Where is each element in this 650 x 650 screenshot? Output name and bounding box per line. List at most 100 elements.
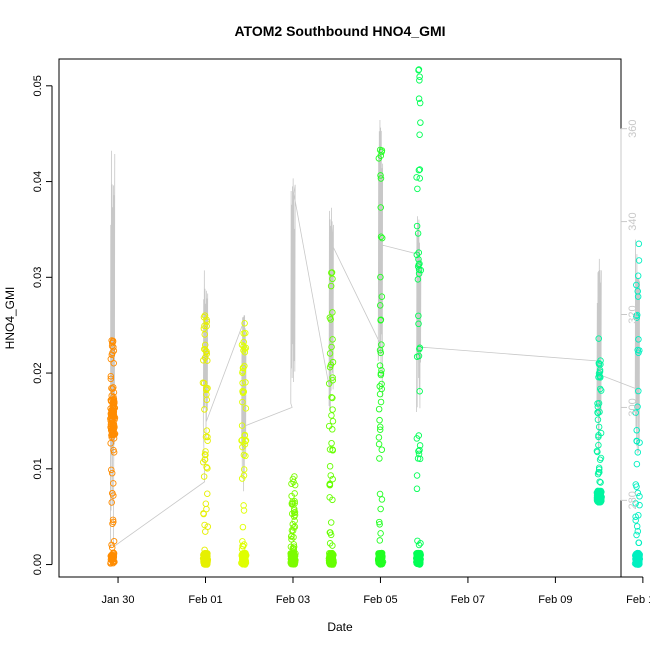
data-point — [239, 542, 246, 550]
data-point — [596, 408, 603, 416]
data-point — [327, 519, 335, 526]
data-point — [376, 383, 384, 390]
x-tick: Feb 07 — [451, 577, 485, 606]
y2-tick-label: 360 — [627, 120, 639, 138]
data-point — [290, 541, 298, 548]
data-point — [376, 346, 384, 354]
data-point — [378, 446, 386, 453]
y-tick-label: 0.05 — [32, 75, 44, 96]
data-point — [201, 406, 208, 413]
y-tick-label: 0.02 — [32, 362, 44, 383]
data-point — [376, 426, 384, 434]
data-point — [377, 233, 385, 241]
data-point — [204, 490, 211, 498]
data-point — [596, 366, 604, 374]
data-point — [376, 416, 383, 424]
data-point — [377, 505, 384, 513]
data-point — [595, 492, 603, 499]
data-point — [633, 437, 641, 445]
data-point — [240, 347, 247, 354]
data-point — [202, 500, 210, 507]
data-point — [377, 349, 385, 357]
data-point — [635, 539, 642, 546]
data-point — [594, 448, 601, 456]
data-point — [414, 276, 422, 283]
data-point — [415, 432, 423, 439]
data-point — [108, 469, 116, 477]
data-point — [375, 518, 383, 526]
x-axis-label: Date — [327, 620, 353, 634]
data-point — [377, 398, 385, 406]
data-point — [201, 312, 209, 319]
data-point — [632, 517, 639, 524]
data-point — [200, 556, 207, 564]
data-point — [377, 552, 384, 560]
data-point — [375, 434, 383, 441]
data-point — [110, 480, 117, 487]
data-point — [414, 185, 421, 193]
series — [107, 337, 119, 567]
data-point — [325, 380, 333, 387]
data-point — [636, 493, 643, 500]
data-point — [241, 348, 249, 356]
data-point — [327, 282, 335, 290]
data-point — [108, 432, 115, 439]
data-point — [290, 561, 297, 568]
data-point — [289, 475, 297, 483]
data-point — [326, 314, 334, 321]
data-point — [239, 538, 246, 545]
data-point — [596, 368, 604, 375]
data-point — [633, 460, 641, 468]
y-tick-label: 0.00 — [32, 554, 44, 575]
data-point — [634, 288, 641, 295]
data-point — [326, 363, 334, 371]
data-point — [632, 409, 639, 416]
data-point — [201, 322, 208, 330]
x-tick-label: Feb 09 — [538, 594, 572, 606]
x-tick-label: Feb 01 — [188, 594, 222, 606]
data-point — [328, 426, 336, 433]
data-point — [633, 558, 641, 566]
data-point — [239, 556, 246, 564]
data-point — [377, 175, 385, 182]
data-point — [415, 352, 423, 360]
data-point — [290, 551, 298, 559]
data-point — [329, 394, 336, 402]
data-point — [329, 561, 337, 568]
data-point — [240, 338, 247, 346]
data-point — [201, 521, 208, 529]
data-point — [376, 302, 384, 309]
data-point — [416, 345, 423, 353]
x-tick: Feb 01 — [188, 577, 223, 606]
data-point — [288, 480, 295, 487]
data-point — [199, 379, 207, 387]
data-point — [377, 273, 384, 281]
data-point — [240, 388, 247, 395]
data-point — [328, 393, 335, 401]
data-point — [325, 422, 333, 430]
data-point — [109, 556, 116, 564]
data-point — [202, 451, 209, 459]
data-point — [413, 174, 420, 181]
data-point — [109, 421, 117, 428]
data-point — [326, 529, 334, 536]
data-point — [636, 501, 643, 509]
data-point — [329, 275, 336, 283]
series — [287, 473, 299, 568]
data-point — [415, 450, 423, 458]
data-point — [203, 505, 210, 513]
data-point — [416, 388, 423, 395]
data-point — [108, 351, 116, 358]
y-tick-label: 0.03 — [32, 267, 44, 288]
data-point — [416, 175, 424, 182]
data-point — [288, 501, 296, 508]
data-point — [635, 257, 643, 264]
data-point — [326, 494, 333, 501]
y-axis-label: HNO4_GMI — [3, 287, 17, 350]
y2-axis: 280 300 320 340 360 — [620, 120, 639, 510]
data-point — [595, 335, 602, 342]
data-point — [376, 455, 383, 462]
y2-tick-label: 300 — [627, 398, 639, 416]
data-point — [290, 513, 298, 520]
data-point — [378, 147, 386, 154]
